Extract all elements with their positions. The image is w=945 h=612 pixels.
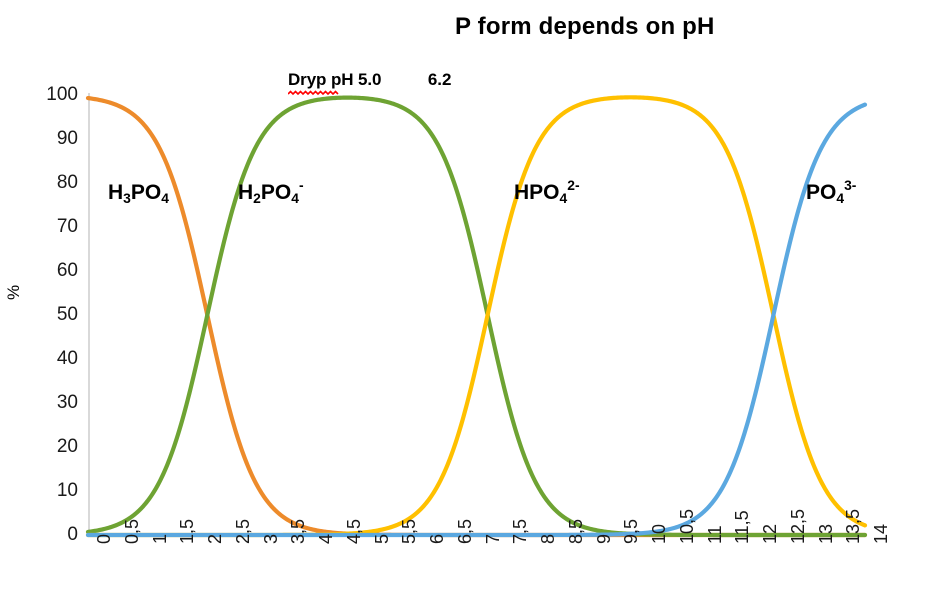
x-tick-label: 13 <box>815 523 836 544</box>
x-tick-label: 14 <box>871 523 891 544</box>
x-tick-label: 6,5 <box>454 518 475 544</box>
x-tick-label: 4,5 <box>343 518 364 544</box>
y-tick-label: 90 <box>56 128 78 149</box>
y-tick-label: 60 <box>56 260 78 281</box>
annotation-drip-ph: Dryp pH 5.0 6.2 <box>288 70 452 96</box>
x-tick-label: 12 <box>760 523 780 544</box>
annotation-second-value: 6.2 <box>427 70 452 89</box>
x-tick-label: 11 <box>704 525 725 544</box>
x-tick-label: 9,5 <box>621 518 642 544</box>
x-tick-label: 8,5 <box>565 518 586 544</box>
x-tick-label: 2,5 <box>232 518 253 544</box>
series-line-h3po4 <box>85 95 868 538</box>
annotation-drip-label: Dryp pH 5.0 <box>288 70 382 89</box>
x-tick-label: 13,5 <box>843 508 864 544</box>
x-tick-label: 2 <box>205 533 225 544</box>
y-tick-label: 10 <box>56 480 78 501</box>
x-tick-label: 11,5 <box>732 510 753 544</box>
y-tick-label: 50 <box>56 304 78 325</box>
y-axis-title: % <box>4 284 23 300</box>
x-tick-label: 0,5 <box>121 518 142 544</box>
species-label-hpo4: HPO42- <box>514 177 580 206</box>
series-line-hpo42 <box>85 95 868 538</box>
x-tick-label: 7,5 <box>510 518 531 544</box>
series-line-h2po4 <box>85 95 868 538</box>
y-tick-label: 40 <box>56 348 78 369</box>
x-tick-label: 1 <box>149 533 170 544</box>
x-tick-label: 7 <box>482 533 503 544</box>
x-tick-label: 6 <box>427 533 447 544</box>
series-line-po43 <box>85 102 868 538</box>
x-tick-label: 3,5 <box>288 518 309 544</box>
x-tick-label: 0 <box>94 533 114 544</box>
page-title: P form depends on pH <box>455 13 715 40</box>
x-tick-label: 4 <box>316 533 336 544</box>
x-tick-label: 10 <box>649 523 669 544</box>
y-tick-label: 20 <box>56 436 78 457</box>
species-label-h3po4: H3PO4 <box>108 181 169 206</box>
x-tick-label: 10,5 <box>676 508 697 544</box>
x-tick-label: 1,5 <box>177 518 198 544</box>
x-tick-label: 8 <box>538 533 558 544</box>
plot-area <box>85 95 868 538</box>
y-tick-label: 30 <box>56 392 78 413</box>
x-tick-label: 9 <box>593 533 614 544</box>
x-tick-label: 12,5 <box>787 508 808 544</box>
spellcheck-squiggle-icon <box>288 90 339 96</box>
y-tick-label: 70 <box>56 216 78 237</box>
y-axis-line <box>88 93 90 536</box>
y-tick-label: 100 <box>46 84 78 105</box>
x-axis-tick-labels: 0 0,5 1 1,5 2 2,5 3 3,5 4 4,5 5 5,5 6 6,5 7 7,5 8 8,5 9 9,5… <box>88 509 891 612</box>
y-tick-label: 80 <box>56 172 78 193</box>
x-tick-label: 3 <box>260 533 281 544</box>
species-label-h2po4: H2PO4- <box>238 177 304 206</box>
speciation-curves <box>85 95 868 538</box>
x-tick-label: 5 <box>371 533 392 544</box>
x-tick-label: 5,5 <box>399 518 420 544</box>
y-axis-tick-labels: 100 90 80 70 60 50 40 30 20 10 0 <box>26 0 78 612</box>
species-label-po4: PO43- <box>806 177 857 206</box>
y-tick-label: 0 <box>67 524 78 545</box>
